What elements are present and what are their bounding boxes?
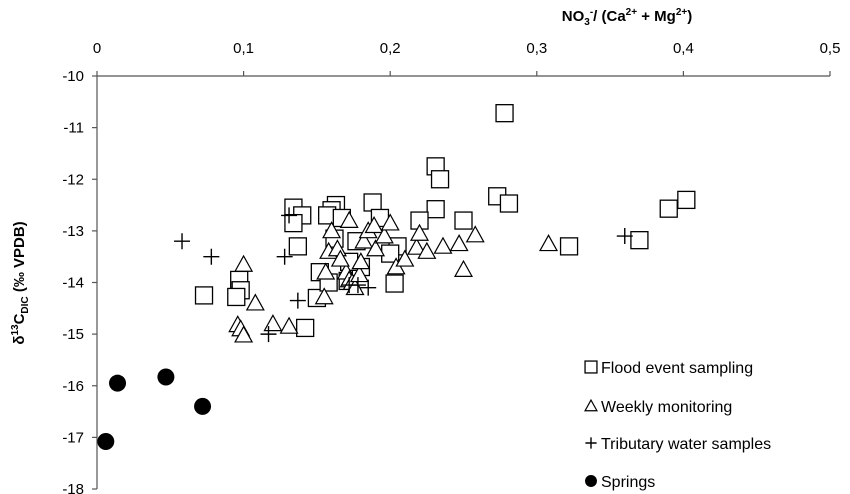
legend-label: Springs bbox=[601, 474, 655, 491]
y-tick-label: -14 bbox=[62, 275, 84, 292]
legend: Flood event sampling Weekly monitoring Tri… bbox=[584, 360, 771, 491]
legend-label: Flood event sampling bbox=[601, 360, 753, 377]
x-tick-label: 0 bbox=[93, 40, 101, 57]
y-axis-title: δ13CDIC (‰ VPDB) bbox=[10, 221, 31, 344]
square-point bbox=[227, 287, 246, 307]
triangle-point bbox=[449, 234, 469, 252]
plus-point bbox=[281, 207, 298, 224]
triangle-point bbox=[263, 314, 283, 332]
series-circle bbox=[97, 368, 212, 451]
x-tick-label: 0,2 bbox=[380, 40, 401, 57]
triangle-point bbox=[245, 293, 265, 311]
y-tick-label: -12 bbox=[62, 171, 84, 188]
square-point bbox=[288, 237, 307, 256]
square-point bbox=[630, 231, 649, 250]
series-triangle bbox=[228, 210, 559, 343]
y-axis: -10 -11 -12 -13 -14 -15 -16 -17 -18 bbox=[62, 68, 98, 494]
triangle-point bbox=[465, 225, 485, 243]
plus-point bbox=[174, 233, 191, 250]
legend-label: Tributary water samples bbox=[601, 436, 771, 453]
square-point bbox=[454, 211, 473, 230]
triangle-point bbox=[417, 241, 437, 259]
y-tick-label: -17 bbox=[62, 429, 84, 446]
triangle-point bbox=[433, 236, 453, 254]
legend-plus-icon bbox=[585, 437, 597, 449]
y-tick-label: -10 bbox=[62, 68, 84, 85]
triangle-point bbox=[410, 223, 430, 241]
triangle-point bbox=[345, 277, 365, 296]
y-tick-label: -13 bbox=[62, 223, 84, 240]
triangle-point bbox=[349, 265, 369, 283]
plus-point bbox=[203, 248, 220, 265]
y-tick-label: -11 bbox=[63, 120, 84, 137]
square-point bbox=[363, 193, 382, 212]
series-plus bbox=[174, 207, 633, 343]
triangle-point bbox=[539, 234, 559, 252]
triangle-point bbox=[234, 254, 254, 272]
y-tick-label: -16 bbox=[62, 378, 84, 395]
square-point bbox=[499, 194, 519, 213]
x-tick-label: 0,3 bbox=[526, 40, 547, 57]
square-point bbox=[559, 237, 579, 256]
legend-square-icon bbox=[584, 360, 598, 374]
triangle-point bbox=[234, 325, 254, 343]
y-tick-label: -15 bbox=[62, 326, 84, 343]
x-axis: 0 0,1 0,2 0,3 0,4 0,5 bbox=[93, 40, 841, 77]
legend-triangle-icon bbox=[584, 398, 598, 412]
triangle-point bbox=[322, 221, 342, 239]
triangle-point bbox=[453, 259, 474, 277]
triangle-point bbox=[395, 249, 415, 267]
x-tick-label: 0,5 bbox=[820, 40, 841, 57]
triangle-point bbox=[366, 239, 386, 257]
triangle-point bbox=[364, 215, 384, 234]
legend-label: Weekly monitoring bbox=[601, 399, 732, 416]
square-point bbox=[426, 200, 445, 219]
plus-point bbox=[289, 292, 306, 309]
circle-point bbox=[194, 397, 212, 415]
series-square bbox=[194, 104, 696, 338]
square-point bbox=[296, 318, 315, 338]
circle-point bbox=[97, 433, 115, 451]
triangle-point bbox=[279, 316, 299, 334]
y-tick-label: -18 bbox=[62, 481, 84, 494]
triangle-point bbox=[380, 213, 400, 231]
square-point bbox=[430, 170, 450, 189]
triangle-point bbox=[339, 210, 359, 228]
plus-point bbox=[616, 228, 633, 245]
square-point bbox=[385, 274, 404, 293]
legend-circle-icon bbox=[585, 475, 597, 487]
triangle-point bbox=[330, 249, 350, 267]
triangle-point bbox=[314, 287, 334, 305]
triangle-point bbox=[374, 226, 394, 244]
plus-point bbox=[276, 248, 293, 265]
triangle-point bbox=[407, 237, 427, 255]
square-point bbox=[677, 190, 696, 210]
triangle-point bbox=[316, 262, 336, 280]
x-axis-title: NO3-/ (Ca2+ + Mg2+) bbox=[562, 7, 693, 28]
data-points bbox=[97, 104, 696, 451]
square-point bbox=[659, 199, 678, 218]
square-point bbox=[194, 286, 214, 305]
square-point bbox=[495, 104, 514, 123]
plus-point bbox=[349, 277, 366, 294]
circle-point bbox=[157, 368, 175, 386]
triangle-point bbox=[351, 252, 371, 270]
plus-point bbox=[260, 326, 277, 343]
x-tick-label: 0,1 bbox=[233, 40, 254, 57]
circle-point bbox=[109, 374, 127, 392]
x-tick-label: 0,4 bbox=[673, 40, 694, 57]
plus-point bbox=[360, 279, 377, 296]
triangle-point bbox=[354, 231, 374, 249]
square-point bbox=[284, 213, 303, 233]
